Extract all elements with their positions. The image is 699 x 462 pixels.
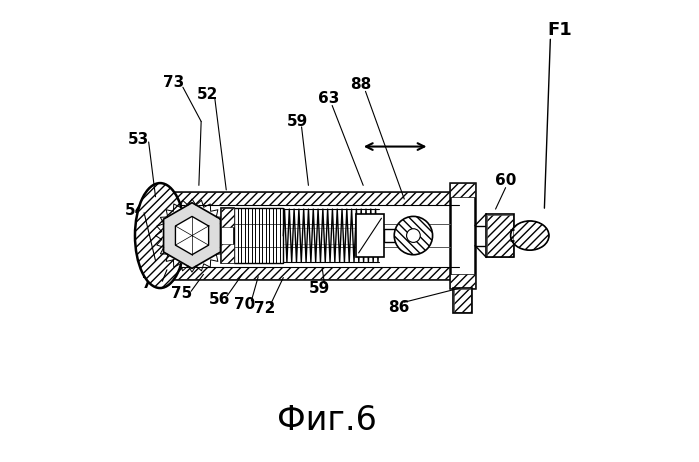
Text: 54: 54 [124,203,145,218]
Bar [162,192,459,279]
Text: 72: 72 [254,301,275,316]
Bar [450,274,475,288]
Text: 86: 86 [388,300,410,315]
Ellipse shape [511,221,549,250]
Circle shape [407,229,420,243]
Text: 53: 53 [128,132,150,147]
Bar [221,208,234,227]
Text: 59: 59 [309,280,331,296]
Bar [162,192,459,205]
Bar [234,208,283,263]
Text: Фиг.6: Фиг.6 [277,404,377,437]
Bar [384,229,418,243]
Bar [454,289,471,312]
Text: 56: 56 [209,292,230,307]
Bar [453,288,472,313]
Bar [450,183,475,288]
Text: 77: 77 [142,276,163,291]
Ellipse shape [135,183,185,288]
Circle shape [394,216,433,255]
Polygon shape [175,216,208,255]
Bar [356,213,384,257]
Text: 60: 60 [495,173,517,188]
Text: 73: 73 [163,75,185,90]
Bar [162,267,459,279]
Bar [450,183,475,197]
Text: 63: 63 [318,91,340,106]
Text: 75: 75 [171,286,193,301]
Text: F1: F1 [547,21,572,39]
Bar [487,214,513,256]
Text: 59: 59 [287,114,308,129]
Text: 88: 88 [350,78,372,92]
Bar [221,208,234,263]
Bar [221,244,234,263]
Text: 52: 52 [196,86,218,102]
Text: 70: 70 [234,298,255,312]
Bar [487,213,514,257]
Polygon shape [164,203,220,268]
